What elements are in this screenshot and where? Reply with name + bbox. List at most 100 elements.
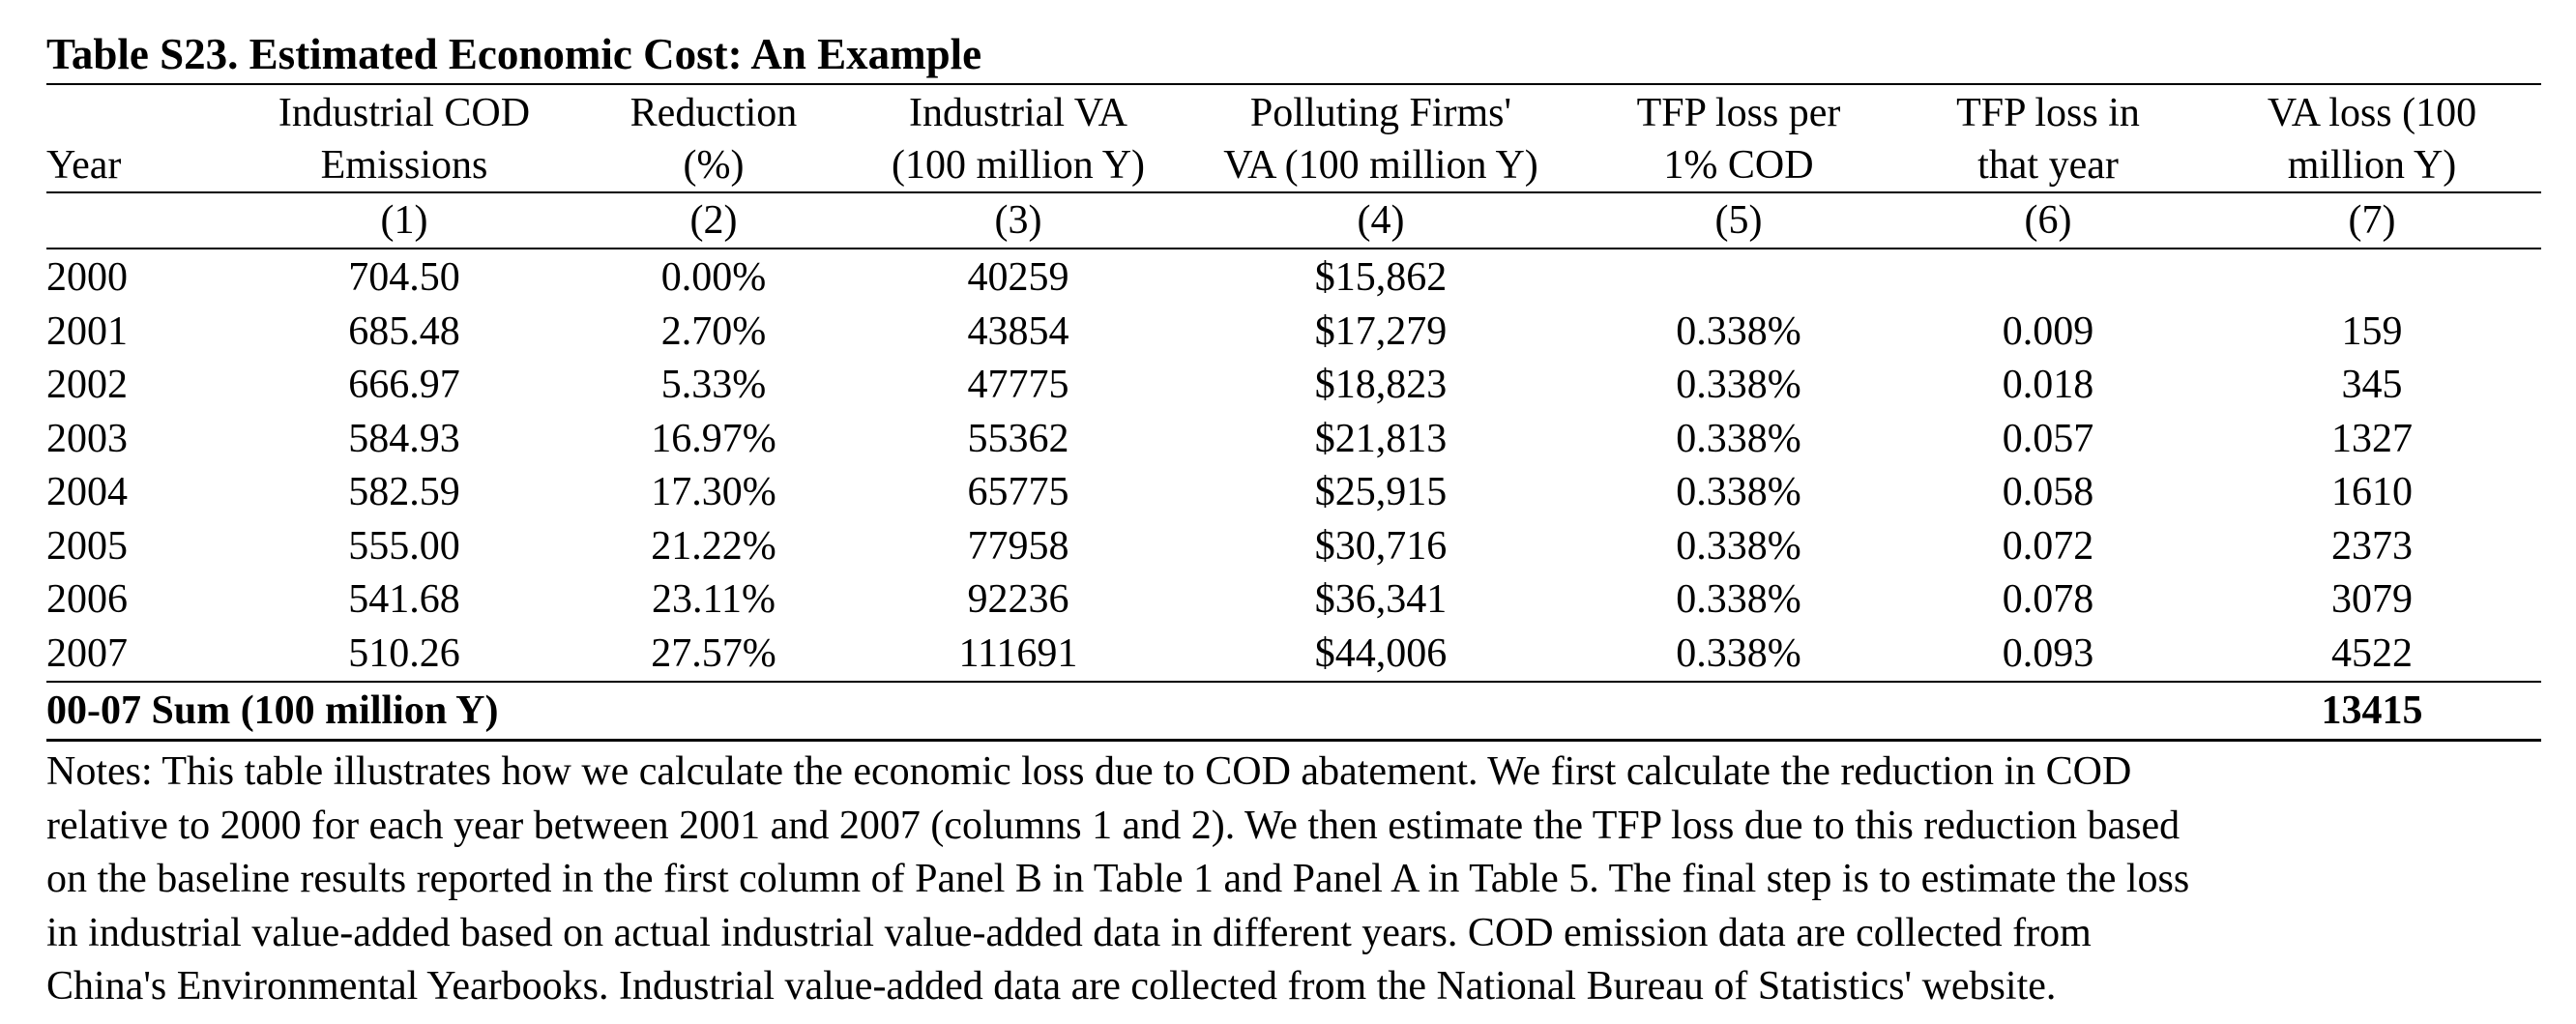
cell-cod: 582.59 xyxy=(348,470,460,514)
header-col1: Industrial COD Emissions xyxy=(240,83,569,192)
cell-va-loss: 2373 xyxy=(2331,523,2413,569)
column-number: (1) xyxy=(240,191,569,249)
cell-industrial-va: 43854 xyxy=(967,308,1069,354)
header-year: Year xyxy=(46,83,240,192)
header-col2: Reduction (%) xyxy=(569,83,859,192)
notes-line: China's Environmental Yearbooks. Industr… xyxy=(46,964,2057,1009)
cell-cod: 510.26 xyxy=(348,630,460,676)
cell-polluting-va: $36,341 xyxy=(1314,577,1448,622)
cell-polluting-va: $17,279 xyxy=(1314,308,1448,354)
cell-cod: 704.50 xyxy=(348,255,460,300)
cell-tfp-year: 0.018 xyxy=(2002,363,2094,407)
cell-va-loss: 3079 xyxy=(2331,577,2413,622)
cell-reduction: 23.11% xyxy=(652,577,776,622)
cell-year: 2000 xyxy=(46,255,128,300)
cell-tfp-per xyxy=(1584,249,1893,306)
cell-tfp-year xyxy=(1893,249,2203,306)
cell-industrial-va: 55362 xyxy=(967,416,1069,461)
cell-va-loss: 1327 xyxy=(2331,416,2413,461)
cell-industrial-va: 92236 xyxy=(967,577,1069,622)
sum-label: 00-07 Sum (100 million Y) xyxy=(46,681,2203,742)
cell-tfp-per: 0.338% xyxy=(1676,523,1801,569)
cell-year: 2006 xyxy=(46,577,128,622)
economic-cost-table: Year Industrial COD Emissions Reduction (%… xyxy=(46,83,2541,742)
cell-va-loss xyxy=(2203,249,2541,306)
cell-cod: 685.48 xyxy=(348,308,460,354)
table-caption: Table S23. Estimated Economic Cost: An E… xyxy=(46,30,982,78)
cell-reduction: 2.70% xyxy=(660,308,767,354)
cell-year: 2002 xyxy=(46,363,128,407)
cell-tfp-year: 0.093 xyxy=(2002,630,2094,676)
cell-polluting-va: $44,006 xyxy=(1314,630,1448,676)
sum-value: 13415 xyxy=(2203,681,2541,742)
cell-tfp-year: 0.078 xyxy=(2002,577,2094,622)
column-number-blank xyxy=(46,191,240,249)
cell-va-loss: 1610 xyxy=(2331,470,2413,514)
header-col3: Industrial VA (100 million Y) xyxy=(859,83,1178,192)
cell-tfp-per: 0.338% xyxy=(1676,308,1801,354)
header-col5: TFP loss per 1% COD xyxy=(1584,83,1893,192)
cell-polluting-va: $15,862 xyxy=(1314,255,1448,300)
cell-cod: 666.97 xyxy=(348,363,460,407)
cell-reduction: 0.00% xyxy=(660,255,767,300)
cell-va-loss: 345 xyxy=(2341,363,2403,407)
table-notes: Notes: This table illustrates how we cal… xyxy=(46,746,2541,1014)
cell-cod: 555.00 xyxy=(348,523,460,569)
cell-year: 2001 xyxy=(46,308,128,354)
cell-reduction: 5.33% xyxy=(660,363,767,407)
table-container: Table S23. Estimated Economic Cost: An E… xyxy=(46,25,2541,1014)
cell-polluting-va: $18,823 xyxy=(1314,363,1448,407)
cell-tfp-per: 0.338% xyxy=(1676,630,1801,676)
header-col7: VA loss (100 million Y) xyxy=(2203,83,2541,192)
cell-tfp-year: 0.009 xyxy=(2002,308,2094,354)
cell-industrial-va: 40259 xyxy=(967,255,1069,300)
cell-tfp-year: 0.072 xyxy=(2002,523,2094,569)
table-row: 2004 582.59 17.30% 65775 $25,915 0.338% … xyxy=(46,466,2541,520)
cell-va-loss: 4522 xyxy=(2331,630,2413,676)
table-row: 2003 584.93 16.97% 55362 $21,813 0.338% … xyxy=(46,413,2541,467)
cell-tfp-per: 0.338% xyxy=(1676,416,1801,461)
column-number: (5) xyxy=(1584,191,1893,249)
cell-reduction: 27.57% xyxy=(651,630,776,676)
cell-industrial-va: 111691 xyxy=(958,630,1078,676)
cell-industrial-va: 65775 xyxy=(967,470,1069,514)
cell-va-loss: 159 xyxy=(2341,308,2403,354)
notes-line: Notes: This table illustrates how we cal… xyxy=(46,749,2132,794)
cell-tfp-year: 0.058 xyxy=(2002,470,2094,514)
cell-polluting-va: $21,813 xyxy=(1314,416,1448,461)
table-row: 2001 685.48 2.70% 43854 $17,279 0.338% 0… xyxy=(46,306,2541,360)
cell-cod: 541.68 xyxy=(348,577,460,622)
sum-row: 00-07 Sum (100 million Y) 13415 xyxy=(46,681,2541,742)
header-col6: TFP loss in that year xyxy=(1893,83,2203,192)
cell-tfp-per: 0.338% xyxy=(1676,470,1801,514)
notes-line: in industrial value-added based on actua… xyxy=(46,910,2092,955)
header-col4: Polluting Firms' VA (100 million Y) xyxy=(1178,83,1584,192)
table-row: 2007 510.26 27.57% 111691 $44,006 0.338%… xyxy=(46,628,2541,683)
column-number: (2) xyxy=(569,191,859,249)
header-row: Year Industrial COD Emissions Reduction (%… xyxy=(46,83,2541,192)
cell-year: 2005 xyxy=(46,523,128,569)
table-row: 2005 555.00 21.22% 77958 $30,716 0.338% … xyxy=(46,520,2541,574)
cell-tfp-per: 0.338% xyxy=(1676,363,1801,407)
cell-cod: 584.93 xyxy=(348,416,460,461)
cell-year: 2007 xyxy=(46,630,128,676)
cell-tfp-year: 0.057 xyxy=(2002,416,2094,461)
cell-year: 2004 xyxy=(46,470,128,514)
cell-industrial-va: 77958 xyxy=(967,523,1069,569)
column-number: (7) xyxy=(2203,191,2541,249)
cell-reduction: 17.30% xyxy=(651,470,776,514)
cell-reduction: 16.97% xyxy=(651,416,776,461)
cell-reduction: 21.22% xyxy=(651,523,776,569)
cell-polluting-va: $30,716 xyxy=(1314,523,1448,569)
cell-industrial-va: 47775 xyxy=(967,363,1069,407)
table-row: 2000 704.50 0.00% 40259 $15,862 xyxy=(46,249,2541,306)
cell-polluting-va: $25,915 xyxy=(1314,470,1448,514)
notes-line: on the baseline results reported in the … xyxy=(46,857,2190,901)
table-row: 2002 666.97 5.33% 47775 $18,823 0.338% 0… xyxy=(46,359,2541,413)
column-number: (4) xyxy=(1178,191,1584,249)
table-row: 2006 541.68 23.11% 92236 $36,341 0.338% … xyxy=(46,573,2541,628)
column-number: (3) xyxy=(859,191,1178,249)
column-number: (6) xyxy=(1893,191,2203,249)
notes-line: relative to 2000 for each year between 2… xyxy=(46,803,2181,848)
cell-tfp-per: 0.338% xyxy=(1676,577,1801,622)
